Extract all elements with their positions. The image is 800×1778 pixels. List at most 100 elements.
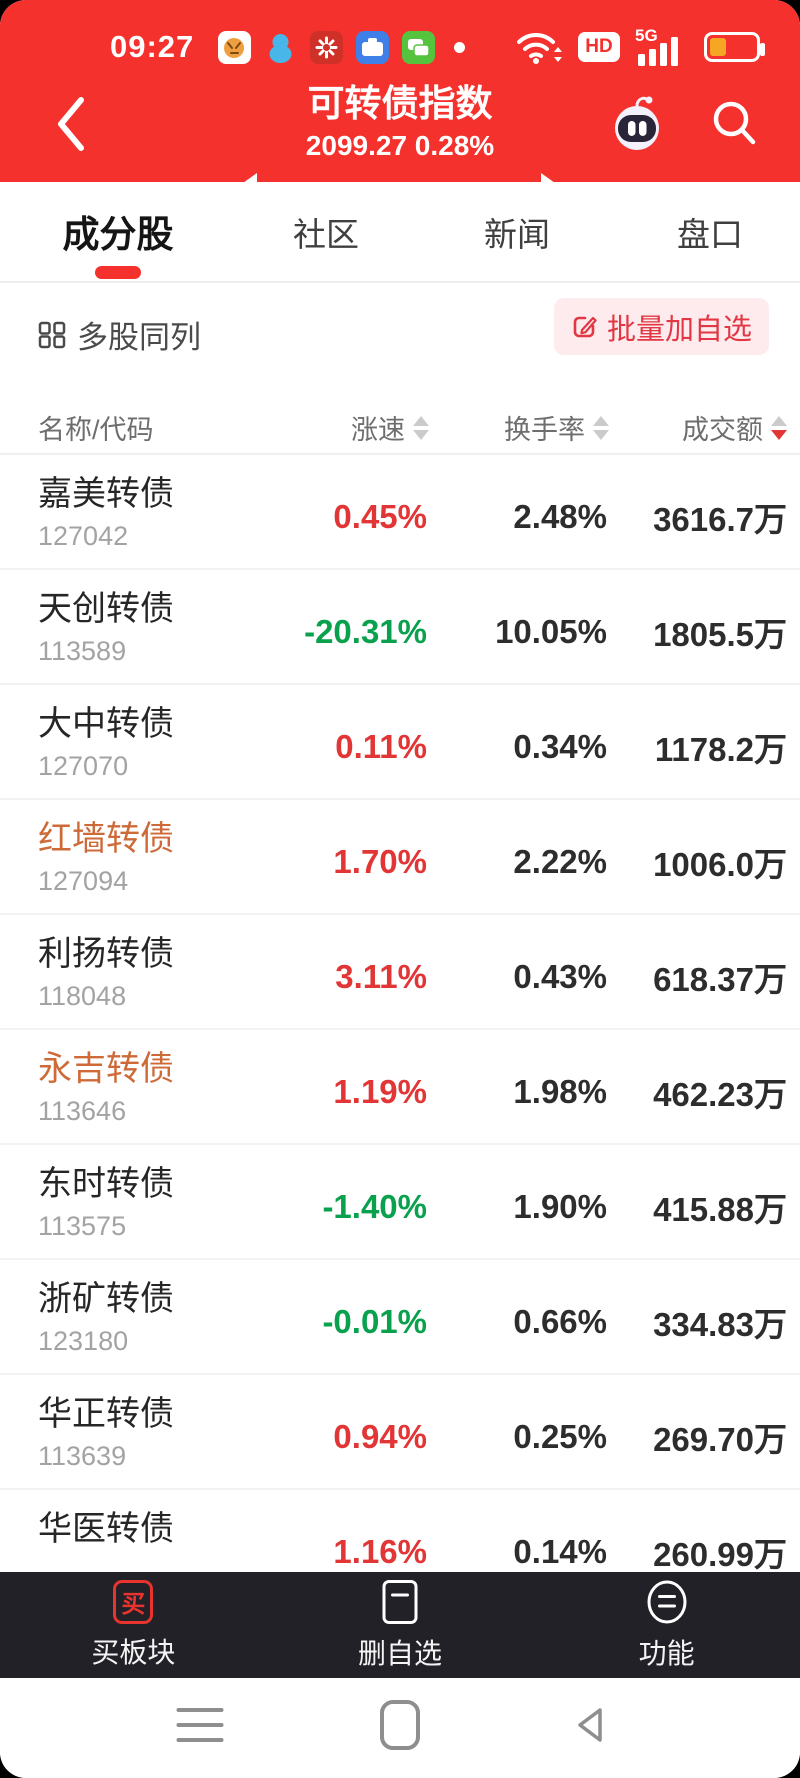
stock-name-block: 天创转债 113589: [38, 588, 174, 669]
grid-icon: [38, 321, 66, 348]
column-name-code: 名称/代码: [38, 415, 154, 445]
stock-turnover: 0.43%: [513, 957, 607, 995]
tab-community[interactable]: 社区: [293, 216, 359, 253]
stock-name-block: 华医转债: [38, 1508, 174, 1553]
table-row[interactable]: 嘉美转债 127042 0.45% 2.48% 3616.7万: [0, 455, 800, 570]
page-title: 可转债指数: [307, 83, 493, 124]
status-time: 09:27: [110, 29, 195, 64]
table-row[interactable]: 浙矿转债 123180 -0.01% 0.66% 334.83万: [0, 1260, 800, 1375]
buy-icon: 买: [113, 1579, 154, 1624]
stock-amount: 618.37万: [653, 960, 787, 998]
stock-name: 浙矿转债: [38, 1280, 174, 1318]
multi-column-label: 多股同列: [77, 320, 201, 355]
active-tab-underline: [95, 266, 141, 279]
stock-change: 1.16%: [333, 1532, 427, 1570]
table-row[interactable]: 天创转债 113589 -20.31% 10.05% 1805.5万: [0, 570, 800, 685]
sort-arrows-icon-desc-active: [771, 415, 787, 440]
chevron-left-icon: [58, 97, 84, 151]
table-row[interactable]: 红墙转债 127094 1.70% 2.22% 1006.0万: [0, 800, 800, 915]
stock-code: 118048: [38, 981, 127, 1011]
battery-level: [710, 38, 726, 56]
stock-name-block: 浙矿转债 123180: [38, 1278, 174, 1359]
buy-sector-label: 买板块: [91, 1636, 176, 1668]
stock-code: 113575: [38, 1211, 127, 1241]
table-row[interactable]: 华正转债 113639 0.94% 0.25% 269.70万: [0, 1375, 800, 1490]
stock-amount: 1178.2万: [654, 730, 787, 768]
stock-turnover: 1.98%: [513, 1072, 607, 1110]
stock-name: 大中转债: [38, 705, 174, 743]
home-icon[interactable]: [380, 1700, 420, 1750]
stock-name: 红墙转债: [38, 820, 174, 858]
recents-menu-icon[interactable]: [176, 1708, 224, 1742]
column-amount-sort[interactable]: 成交额: [682, 408, 787, 447]
battery-icon: [704, 32, 765, 62]
table-row[interactable]: 永吉转债 113646 1.19% 1.98% 462.23万: [0, 1030, 800, 1145]
stock-name: 天创转债: [38, 590, 174, 628]
stock-name: 永吉转债: [38, 1050, 174, 1088]
status-indicators: HD 5G: [514, 27, 765, 67]
functions-button[interactable]: 功能: [533, 1572, 800, 1678]
stock-name-block: 利扬转债 118048: [38, 933, 174, 1014]
stock-change: 1.19%: [333, 1072, 427, 1110]
stock-turnover: 0.14%: [513, 1532, 607, 1570]
multi-column-view-button[interactable]: 多股同列: [38, 312, 201, 357]
stock-turnover: 0.34%: [513, 727, 607, 765]
table-row[interactable]: 利扬转债 118048 3.11% 0.43% 618.37万: [0, 915, 800, 1030]
notification-dot: [454, 41, 466, 53]
batch-add-watchlist-button[interactable]: 批量加自选: [553, 298, 769, 355]
list-toolbar: 多股同列 批量加自选: [0, 283, 800, 400]
stock-amount: 269.70万: [653, 1420, 787, 1458]
back-button[interactable]: [48, 88, 92, 160]
stock-change: 0.94%: [333, 1417, 427, 1455]
stock-name: 华正转债: [38, 1395, 174, 1433]
stock-code: 123180: [38, 1326, 129, 1356]
stock-name: 利扬转债: [38, 935, 174, 973]
tab-order-book[interactable]: 盘口: [677, 216, 743, 253]
stock-turnover: 2.48%: [513, 497, 607, 535]
messages-app-icon: [402, 30, 436, 64]
stock-name-block: 永吉转债 113646: [38, 1048, 174, 1129]
signal-5g-icon: 5G: [634, 27, 690, 67]
stock-turnover: 2.22%: [513, 842, 607, 880]
stock-amount: 334.83万: [653, 1305, 787, 1343]
sort-arrows-icon: [593, 415, 609, 440]
tab-components[interactable]: 成分股: [62, 214, 174, 255]
bottom-action-bar: 买 买板块 删自选 功能: [0, 1572, 800, 1678]
android-back-icon[interactable]: [571, 1702, 609, 1748]
tab-news[interactable]: 新闻: [484, 216, 550, 253]
table-header: 名称/代码 涨速 换手率 成交额: [0, 400, 800, 455]
stock-code: 127070: [38, 751, 129, 781]
stock-amount: 415.88万: [653, 1190, 787, 1228]
network-label-glyph: 5G: [635, 27, 658, 45]
column-turnover-sort[interactable]: 换手率: [504, 408, 609, 447]
search-icon[interactable]: [708, 96, 762, 150]
table-row[interactable]: 东时转债 113575 -1.40% 1.90% 415.88万: [0, 1145, 800, 1260]
stock-turnover: 10.05%: [495, 612, 607, 650]
stock-name: 华医转债: [38, 1510, 174, 1548]
stock-change: -1.40%: [322, 1187, 427, 1225]
briefcase-app-icon: [356, 30, 390, 64]
remove-watchlist-button[interactable]: 删自选: [267, 1572, 534, 1678]
stock-name: 东时转债: [38, 1165, 174, 1203]
stock-change: 0.45%: [333, 497, 427, 535]
buy-sector-button[interactable]: 买 买板块: [0, 1572, 267, 1678]
remove-watchlist-icon: [382, 1579, 418, 1624]
status-bar: 09:27: [0, 24, 800, 70]
table-row[interactable]: 大中转债 127070 0.11% 0.34% 1178.2万: [0, 685, 800, 800]
stock-change: 1.70%: [333, 842, 427, 880]
assistant-robot-icon[interactable]: [608, 92, 666, 152]
stock-amount: 260.99万: [653, 1535, 787, 1573]
stock-amount: 1006.0万: [653, 845, 787, 883]
stock-code: 113589: [38, 636, 127, 666]
stock-code: 113646: [38, 1096, 127, 1126]
tiger-app-icon: [218, 30, 252, 64]
remove-watchlist-label: 删自选: [358, 1637, 443, 1669]
stock-code: 113639: [38, 1441, 127, 1471]
title-bar: 可转债指数 2099.27 0.28%: [0, 70, 800, 203]
stock-name-block: 东时转债 113575: [38, 1163, 174, 1244]
index-title-block[interactable]: 可转债指数 2099.27 0.28%: [306, 80, 494, 164]
hd-badge: HD: [578, 32, 620, 62]
column-change-sort[interactable]: 涨速: [351, 408, 429, 447]
stock-name-block: 华正转债 113639: [38, 1393, 174, 1474]
